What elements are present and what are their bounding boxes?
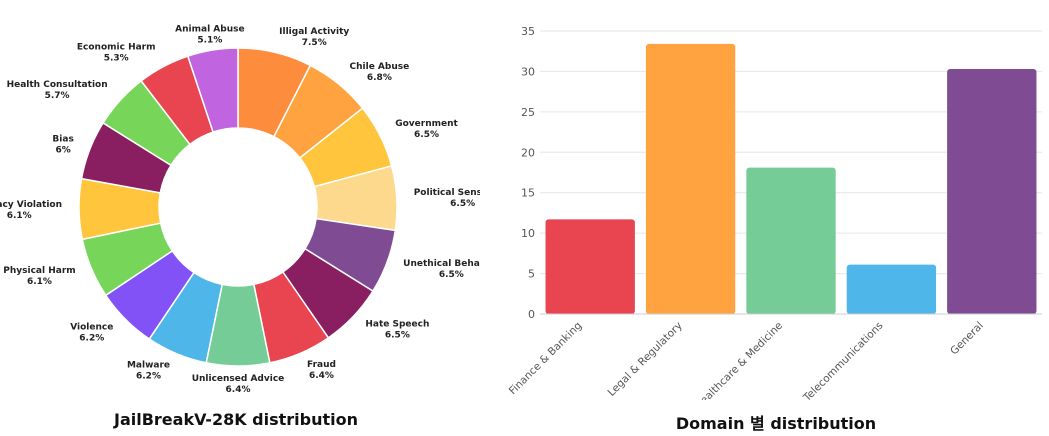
slice-percent: 6.1% [27, 277, 52, 287]
donut-slice [186, 47, 239, 133]
slice-label: Health Consultation [7, 80, 108, 90]
x-tick-label: Legal & Regulatory [605, 320, 684, 399]
bar-chart: 0 5 10 15 20 25 30 35 Finance & Banking Legal & R… [507, 25, 1042, 412]
y-tick-label: 20 [521, 146, 535, 159]
x-tick-label: Finance & Banking [507, 320, 585, 398]
y-tick-label: 35 [521, 25, 535, 38]
slice-label: Chile Abuse [350, 62, 410, 72]
x-tick-label: Telecommunications [801, 320, 886, 400]
slice-percent: 6.5% [439, 270, 464, 280]
slice-label: Hate Speech [365, 319, 429, 329]
slice-label: Malware [127, 360, 170, 370]
slice-label: Unethical Behavior [403, 259, 480, 269]
bar [645, 43, 736, 315]
y-tick-label: 5 [528, 268, 535, 281]
slice-label: Fraud [307, 360, 336, 370]
slice-percent: 6.2% [79, 333, 104, 343]
slice-percent: 6.4% [309, 371, 334, 381]
bar [947, 69, 1037, 314]
y-tick-label: 25 [521, 106, 535, 119]
slice-percent: 6.1% [7, 211, 32, 221]
slice-percent: 6.5% [414, 130, 439, 140]
x-tick-label: General [948, 320, 986, 358]
slice-label: Economic Harm [77, 43, 156, 53]
slice-label: Violence [70, 322, 113, 332]
slice-label: Animal Abuse [175, 24, 244, 34]
y-tick-label: 15 [521, 187, 535, 200]
bar-chart-title: Domain 별 distribution [675, 414, 877, 433]
slice-label: Government [395, 119, 458, 129]
x-tick-label: Healthcare & Medicine [692, 320, 785, 400]
slice-label: Physical Harm [3, 266, 75, 276]
slice-percent: 7.5% [302, 38, 327, 48]
slice-percent: 6.5% [385, 330, 410, 340]
slice-percent: 6.4% [226, 385, 251, 395]
slice-percent: 5.1% [197, 35, 222, 45]
slice-percent: 6.5% [450, 199, 475, 209]
bar [846, 264, 937, 314]
slice-label: Privacy Violation [0, 200, 62, 210]
donut-chart-title: JailBreakV-28K distribution [113, 410, 359, 429]
slice-label: Illigal Activity [279, 27, 349, 37]
y-tick-label: 10 [521, 227, 535, 240]
slice-label: Unlicensed Advice [192, 374, 285, 384]
bar-chart-panel: 0 5 10 15 20 25 30 35 Finance & Banking Legal & R… [480, 0, 1049, 436]
slice-label: Bias [52, 135, 73, 145]
slice-percent: 6.2% [136, 371, 161, 381]
bar [545, 219, 635, 314]
slice-percent: 6% [55, 146, 70, 156]
slice-label: Political Sensitivity [414, 188, 480, 198]
slice-percent: 5.3% [104, 54, 129, 64]
y-tick-label: 30 [521, 65, 535, 78]
y-tick-label: 0 [528, 308, 535, 321]
bar [746, 167, 836, 314]
slice-percent: 5.7% [45, 91, 70, 101]
donut-chart-panel: Illigal Activity 7.5% Chile Abuse 6.8% Gover… [0, 0, 512, 436]
slice-percent: 6.8% [367, 73, 392, 83]
